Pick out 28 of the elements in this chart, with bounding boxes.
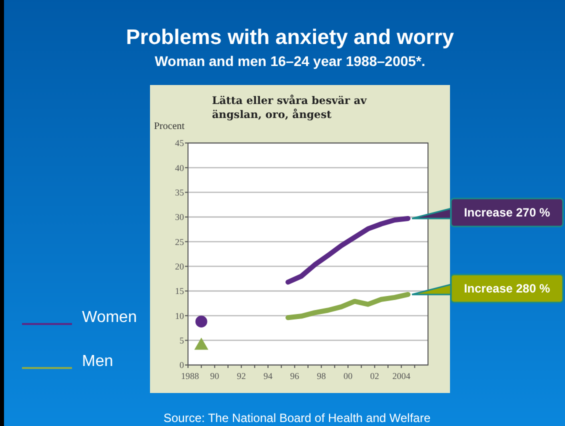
y-tick-label: 30 [175,212,184,222]
x-tick-label: 92 [236,371,246,381]
y-tick-label: 10 [175,310,184,321]
x-tick-label: 96 [290,371,300,381]
x-tick-label: 90 [210,371,220,381]
chart-title: Problems with anxiety and worry [126,26,454,49]
y-axis-title: Procent [154,121,185,132]
y-tick-label: 45 [175,138,184,148]
y-tick-label: 40 [175,162,184,173]
annotation: Increase 270 % [464,206,550,220]
y-tick-label: 5 [180,335,184,346]
annotation: Increase 280 % [464,282,550,296]
chart-subtitle: Woman and men 16–24 year 1988–2005*. [154,53,426,69]
x-tick-label: 02 [370,371,380,381]
legend-label: Men [82,353,114,370]
x-tick-label: 98 [316,371,326,381]
x-tick-label: 00 [344,371,353,381]
x-tick-label: 1988 [181,371,200,381]
y-tick-label: 25 [175,236,184,247]
y-tick-label: 0 [180,360,184,370]
y-tick-label: 15 [175,286,184,296]
y-tick-label: 35 [175,187,184,198]
text: Lätta eller svåra besvär av ängslan, oro, ångest [212,94,368,122]
y-tick-label: 20 [175,261,184,272]
legend-label: Women [82,309,137,326]
x-tick-label: 2004 [392,371,411,381]
x-tick-label: 94 [264,371,273,381]
source-note: Source: The National Board of Health and Welfare [163,411,431,425]
